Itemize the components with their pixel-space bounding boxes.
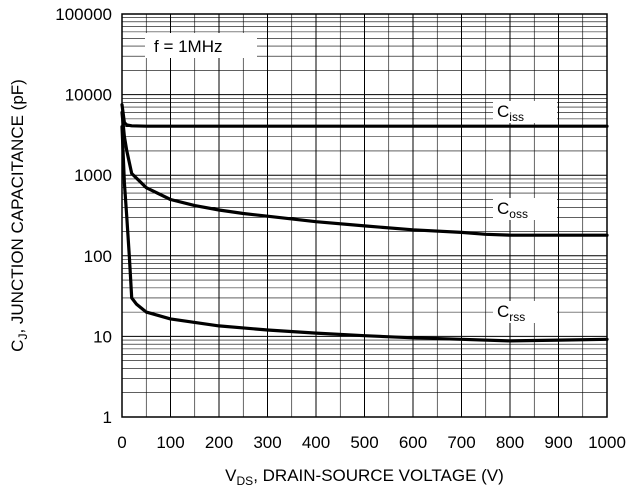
- curve-label-sub: rss: [509, 310, 525, 324]
- y-tick-labels: 1 10 100 1000 10000 100000: [55, 5, 112, 427]
- x-tick-label: 600: [399, 433, 427, 452]
- curve-label-main: C: [497, 199, 509, 218]
- x-tick-label: 200: [205, 433, 233, 452]
- series-line-rss: [120, 125, 609, 343]
- series-layer: [120, 103, 609, 343]
- x-tick-label: 300: [253, 433, 281, 452]
- x-axis-title-main: V: [225, 466, 237, 485]
- y-tick-label: 10: [93, 327, 112, 346]
- x-tick-label: 700: [447, 433, 475, 452]
- y-axis-title: CJ, JUNCTION CAPACITANCE (pF): [8, 79, 30, 352]
- annotation-text: f = 1MHz: [154, 37, 223, 56]
- curve-label-iss: Ciss: [497, 102, 524, 124]
- y-tick-label: 100: [84, 247, 112, 266]
- x-tick-label: 900: [544, 433, 572, 452]
- curve-label-background: [493, 198, 557, 220]
- curve-label-background: [493, 301, 557, 323]
- y-tick-label: 1000: [74, 166, 112, 185]
- x-tick-label: 400: [302, 433, 330, 452]
- x-tick-label: 1000: [588, 433, 626, 452]
- annotation-background: [145, 33, 257, 58]
- x-tick-label: 500: [350, 433, 378, 452]
- x-axis-title: VDS, DRAIN-SOURCE VOLTAGE (V): [225, 466, 504, 488]
- y-tick-label: 1: [103, 408, 112, 427]
- curve-label-oss: Coss: [497, 199, 528, 221]
- plot-area-frame: [121, 13, 608, 418]
- curve-label-rss: Crss: [497, 302, 525, 324]
- curve-label-sub: iss: [509, 110, 524, 124]
- x-axis-title-rest: , DRAIN-SOURCE VOLTAGE (V): [253, 466, 504, 485]
- x-tick-label: 100: [156, 433, 184, 452]
- series-line-oss: [120, 110, 609, 237]
- curve-label-main: C: [497, 102, 509, 121]
- y-axis-title-rest: , JUNCTION CAPACITANCE (pF): [8, 79, 27, 333]
- x-tick-labels: 0 100 200 300 400 500 600 700 800 900 1000: [117, 433, 626, 452]
- y-axis-title-main: C: [8, 340, 27, 352]
- y-tick-label: 10000: [65, 86, 112, 105]
- frequency-annotation: f = 1MHz: [145, 33, 257, 58]
- x-tick-label: 800: [496, 433, 524, 452]
- curve-label-sub: oss: [509, 207, 528, 221]
- x-axis-title-sub: DS: [237, 474, 254, 488]
- series-line-iss: [120, 103, 609, 128]
- y-axis-title-sub: J: [16, 334, 30, 340]
- curve-label-main: C: [497, 302, 509, 321]
- x-tick-label: 0: [117, 433, 126, 452]
- curve-label-background: [493, 101, 557, 123]
- y-tick-label: 100000: [55, 5, 112, 24]
